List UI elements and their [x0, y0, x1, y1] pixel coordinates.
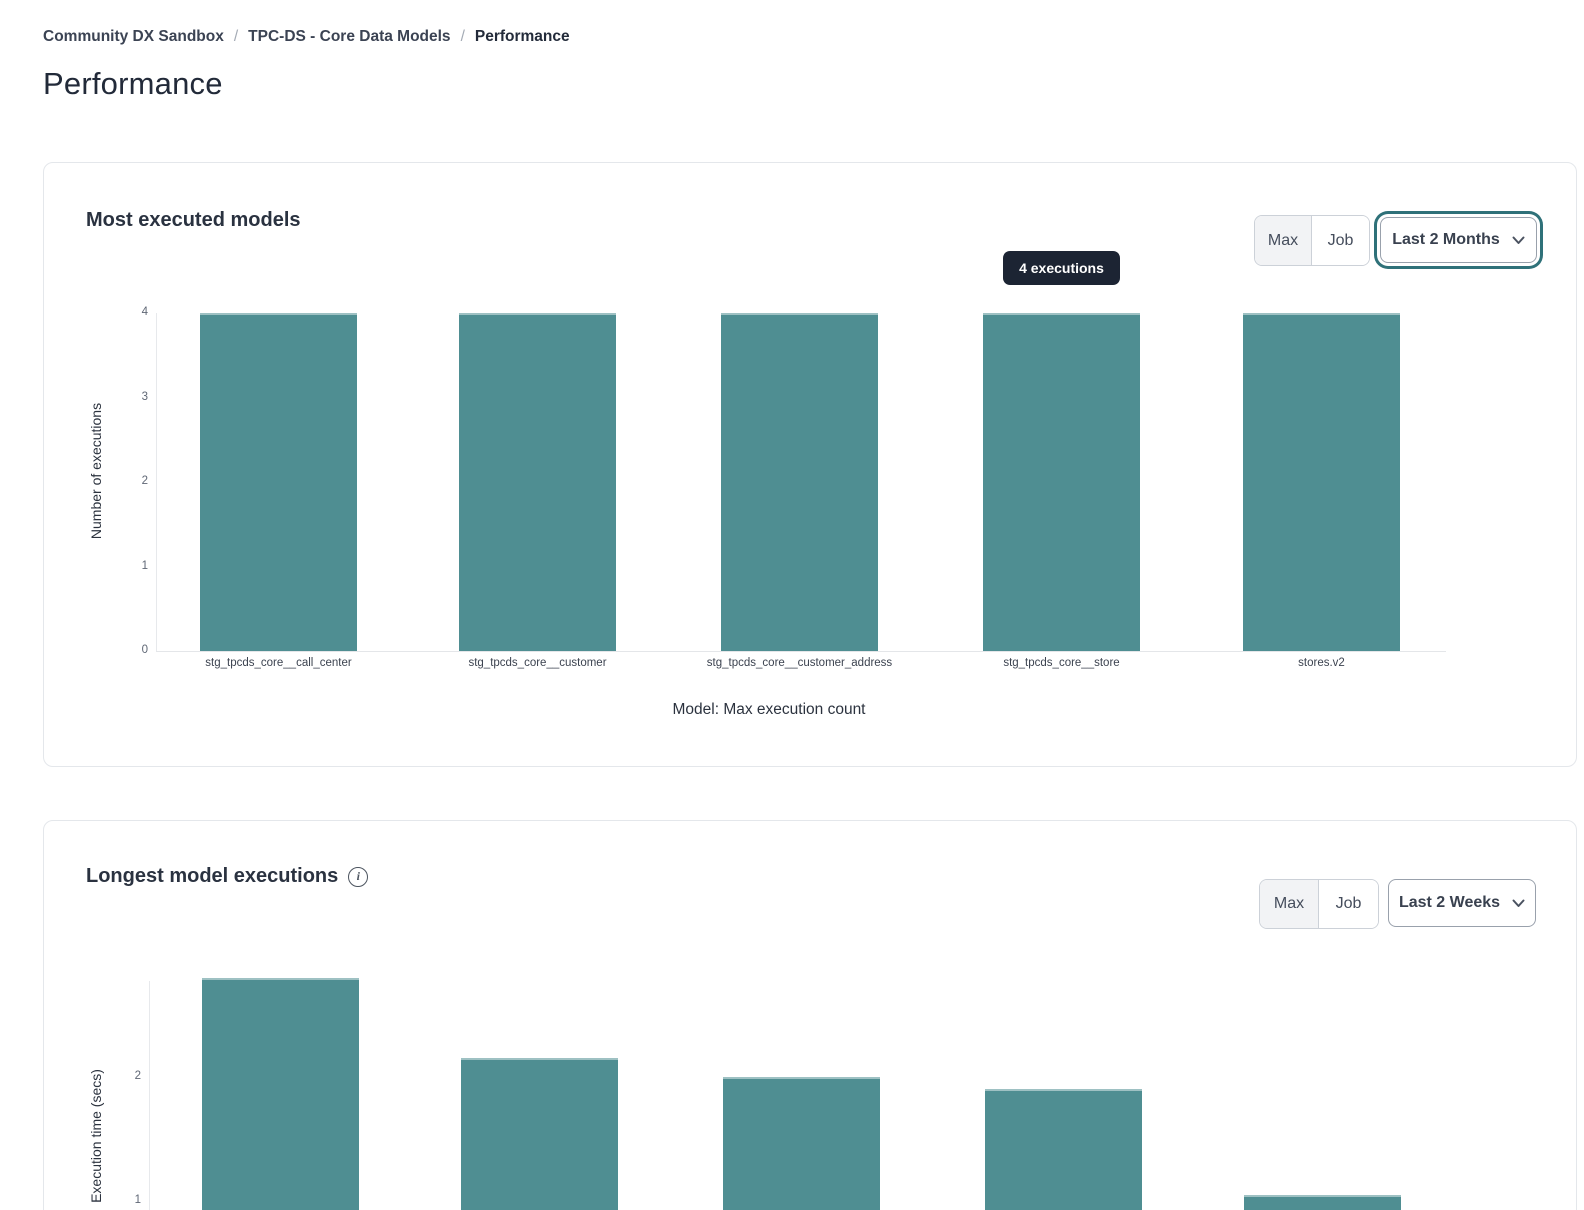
chart-tooltip: 4 executions: [1003, 251, 1120, 285]
bar-series-1[interactable]: [202, 977, 359, 1210]
y-tick-label: 4: [141, 306, 148, 318]
bar-stores.v2[interactable]: [1243, 313, 1400, 651]
x-axis-line: [156, 651, 1446, 652]
job-toggle-button[interactable]: Job: [1312, 216, 1369, 265]
bar-stg_tpcds_core__call_center[interactable]: [200, 313, 357, 651]
y-axis-line: [149, 981, 150, 1210]
page-title: Performance: [43, 66, 223, 101]
y-tick-label: 1: [134, 1194, 141, 1206]
time-range-select[interactable]: Last 2 Weeks: [1388, 879, 1536, 927]
bar-series-3[interactable]: [723, 1077, 880, 1210]
x-category-label: stg_tpcds_core__customer: [468, 657, 607, 669]
y-tick-label: 0: [141, 644, 148, 656]
max-job-toggle: Max Job: [1254, 215, 1370, 266]
time-range-select[interactable]: Last 2 Months: [1380, 217, 1537, 263]
breadcrumb-current: Performance: [474, 28, 570, 45]
time-range-value: Last 2 Weeks: [1398, 894, 1501, 911]
breadcrumb-environment-link[interactable]: TPC-DS - Core Data Models: [248, 28, 451, 45]
longest-model-executions-card: Longest model executions i Max Job Last …: [43, 820, 1577, 1210]
bar-series-2[interactable]: [461, 1058, 618, 1210]
bar-stg_tpcds_core__customer[interactable]: [459, 313, 616, 651]
job-toggle-button[interactable]: Job: [1319, 880, 1378, 928]
breadcrumb-separator: /: [460, 28, 465, 45]
y-tick-label: 2: [141, 475, 148, 487]
executions-bar-chart: 0 1 2 3 4 stg_tpcds_core__call_center stg_tpcd…: [44, 163, 1576, 766]
breadcrumb-separator: /: [233, 28, 239, 45]
bar-series-5[interactable]: [1244, 1194, 1401, 1210]
x-axis-title: Model: Max execution count: [672, 701, 866, 718]
bar-stg_tpcds_core__customer_address[interactable]: [721, 313, 878, 651]
chart-title-most-executed: Most executed models: [86, 209, 301, 232]
chart-title-text: Longest model executions: [86, 865, 339, 887]
y-tick-label: 2: [134, 1070, 141, 1082]
time-range-value: Last 2 Months: [1392, 231, 1500, 248]
y-tick-label: 3: [141, 390, 148, 403]
max-toggle-button[interactable]: Max: [1260, 880, 1319, 928]
bar-stg_tpcds_core__store[interactable]: [983, 313, 1140, 651]
chart-title-text: Most executed models: [86, 209, 301, 231]
chart-title-longest-executions: Longest model executions i: [86, 865, 369, 888]
chevron-down-icon: [1512, 236, 1525, 244]
y-axis-line: [156, 313, 157, 651]
chevron-down-icon: [1512, 899, 1525, 907]
most-executed-models-card: Most executed models Max Job Last 2 Mont…: [43, 162, 1577, 767]
x-category-label: stores.v2: [1298, 657, 1345, 669]
breadcrumb-project-link[interactable]: Community DX Sandbox: [43, 28, 224, 45]
y-tick-label: 1: [141, 559, 148, 572]
max-toggle-button[interactable]: Max: [1255, 216, 1312, 265]
x-category-label: stg_tpcds_core__call_center: [205, 657, 352, 669]
bar-series-4[interactable]: [985, 1089, 1142, 1210]
info-icon[interactable]: i: [348, 866, 369, 887]
breadcrumb: Community DX Sandbox / TPC-DS - Core Dat…: [43, 28, 570, 46]
x-category-label: stg_tpcds_core__store: [1003, 657, 1120, 669]
x-category-label: stg_tpcds_core__customer_address: [706, 657, 893, 669]
max-job-toggle: Max Job: [1259, 879, 1379, 929]
